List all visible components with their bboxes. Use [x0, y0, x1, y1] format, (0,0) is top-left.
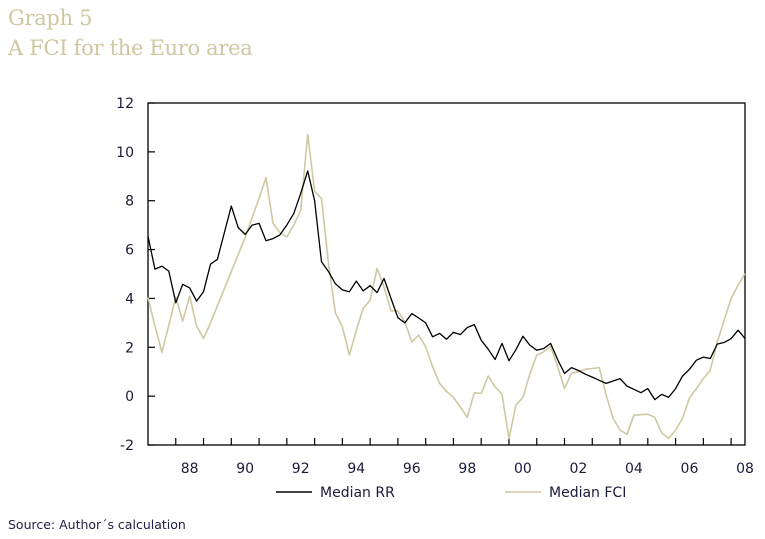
- x-tick-label: 90: [236, 461, 254, 477]
- x-tick-label: 00: [514, 461, 532, 477]
- y-tick-label: 10: [116, 145, 134, 161]
- x-tick-label: 94: [347, 461, 365, 477]
- y-tick-label: 2: [125, 340, 134, 356]
- legend-label-median-rr: Median RR: [320, 485, 395, 501]
- series-median-fci: [147, 133, 746, 440]
- y-tick-label: 6: [125, 243, 134, 259]
- x-tick-label: 88: [181, 461, 199, 477]
- y-tick-label: 4: [125, 291, 134, 307]
- x-tick-label: 06: [681, 461, 699, 477]
- legend-label-median-fci: Median FCI: [549, 485, 626, 501]
- y-tick-label: -2: [120, 438, 134, 454]
- y-tick-label: 8: [125, 194, 134, 210]
- source-note: Source: Author´s calculation: [8, 517, 186, 532]
- graph-number: Graph 5: [8, 6, 93, 30]
- y-tick-label: 12: [116, 96, 134, 112]
- x-tick-label: 92: [292, 461, 310, 477]
- series-lines: [147, 133, 746, 440]
- x-tick-label: 96: [403, 461, 421, 477]
- x-tick-label: 98: [458, 461, 476, 477]
- x-tick-label: 02: [569, 461, 587, 477]
- plot-frame: [147, 102, 746, 446]
- series-median-rr: [147, 170, 746, 401]
- chart-title: A FCI for the Euro area: [8, 36, 253, 60]
- legend: Median RR Median FCI: [276, 485, 626, 501]
- x-tick-label: 04: [625, 461, 643, 477]
- x-tick-label: 08: [736, 461, 754, 477]
- y-tick-label: 0: [125, 389, 134, 405]
